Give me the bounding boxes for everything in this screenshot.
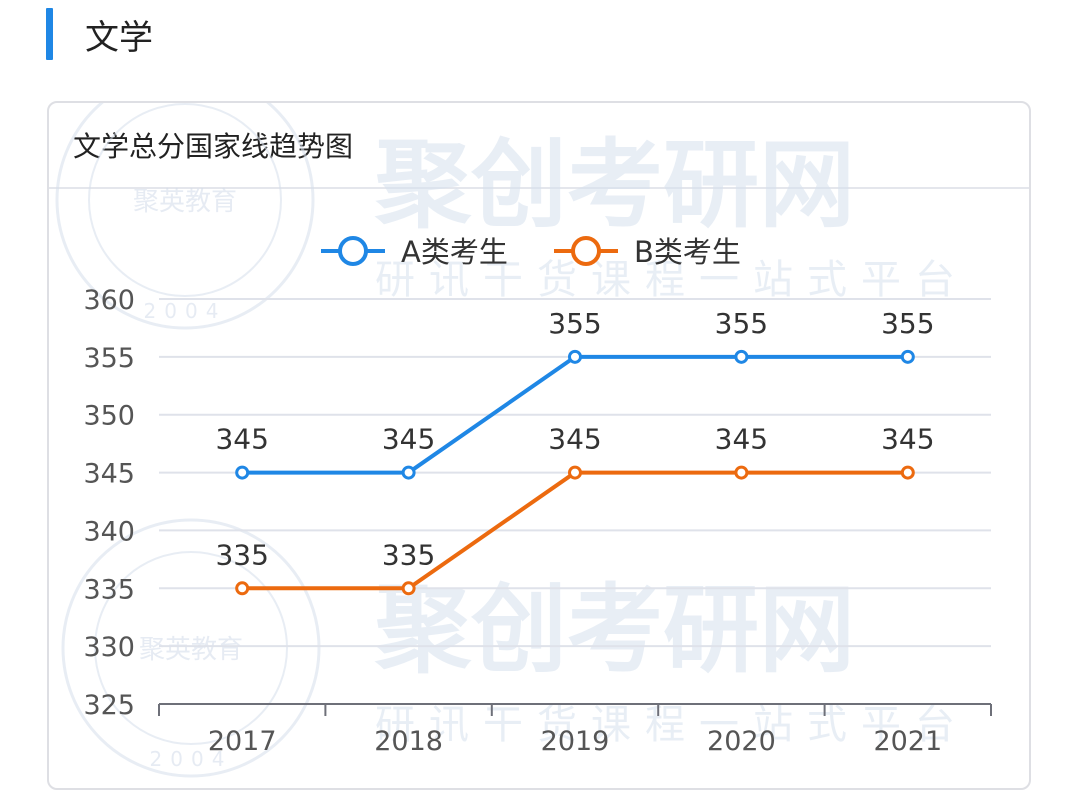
data-point (900, 465, 915, 480)
data-point (568, 349, 582, 364)
data-label: 355 (548, 307, 601, 340)
section-title: 文学 (85, 17, 153, 58)
legend-label: B类考生 (634, 235, 741, 269)
data-point (734, 465, 749, 480)
data-label: 345 (382, 423, 435, 456)
x-tick-label: 2017 (208, 726, 277, 757)
data-label: 345 (548, 423, 601, 456)
watermark-seal-ring (55, 103, 315, 330)
watermark-seal-year: 2004 (144, 299, 227, 323)
watermark-main-text: 聚创考研网 (374, 129, 855, 241)
data-point (401, 465, 416, 480)
watermark-sub-text: 研讯干货课程一站式平台 (375, 702, 969, 748)
data-point (568, 465, 582, 480)
watermark-seal-text: 聚英教育 (133, 187, 237, 217)
data-label: 345 (715, 423, 768, 456)
watermark-seal-year: 2004 (150, 747, 233, 771)
x-tick-label: 2020 (707, 726, 776, 757)
x-tick-label: 2018 (374, 726, 443, 757)
watermark-seal-text: 聚英教育 (139, 635, 243, 665)
y-tick-label: 340 (83, 516, 135, 547)
data-label: 335 (215, 538, 268, 571)
y-tick-label: 355 (83, 343, 135, 374)
watermark-sub-text: 研讯干货课程一站式平台 (375, 257, 969, 303)
legend-label: A类考生 (401, 235, 508, 269)
section-header: 文学 (46, 8, 153, 60)
y-tick-label: 345 (83, 459, 135, 490)
data-label: 345 (215, 423, 268, 456)
x-tick-label: 2021 (873, 726, 942, 757)
section-accent-bar (46, 8, 53, 60)
y-tick-label: 325 (83, 690, 135, 721)
legend-swatch-marker (571, 236, 601, 266)
data-label: 345 (881, 423, 934, 456)
data-label: 355 (881, 307, 934, 340)
data-point (401, 581, 416, 596)
y-tick-label: 360 (83, 285, 135, 316)
line-chart: 聚英教育2004聚英教育2004聚创考研网聚创考研网研讯干货课程一站式平台研讯干… (55, 103, 992, 778)
watermark-seal-inner-ring (94, 551, 288, 745)
legend-swatch-marker (338, 236, 368, 266)
watermark-seal-ring (61, 518, 321, 778)
x-tick-label: 2019 (541, 726, 610, 757)
watermark-main-text: 聚创考研网 (374, 574, 855, 686)
chart-card: 文学总分国家线趋势图 聚英教育 2004 聚英教育 2004 聚创考研网 聚创考研网 研讯干… (47, 101, 1031, 790)
y-tick-label: 330 (83, 632, 135, 663)
watermark-seal-inner-ring (88, 103, 282, 297)
data-point (235, 465, 250, 480)
data-point (235, 581, 250, 596)
y-tick-label: 335 (83, 574, 135, 605)
y-tick-label: 350 (83, 401, 135, 432)
data-point (900, 349, 915, 364)
data-label: 335 (382, 538, 435, 571)
data-point (734, 349, 749, 364)
data-label: 355 (715, 307, 768, 340)
